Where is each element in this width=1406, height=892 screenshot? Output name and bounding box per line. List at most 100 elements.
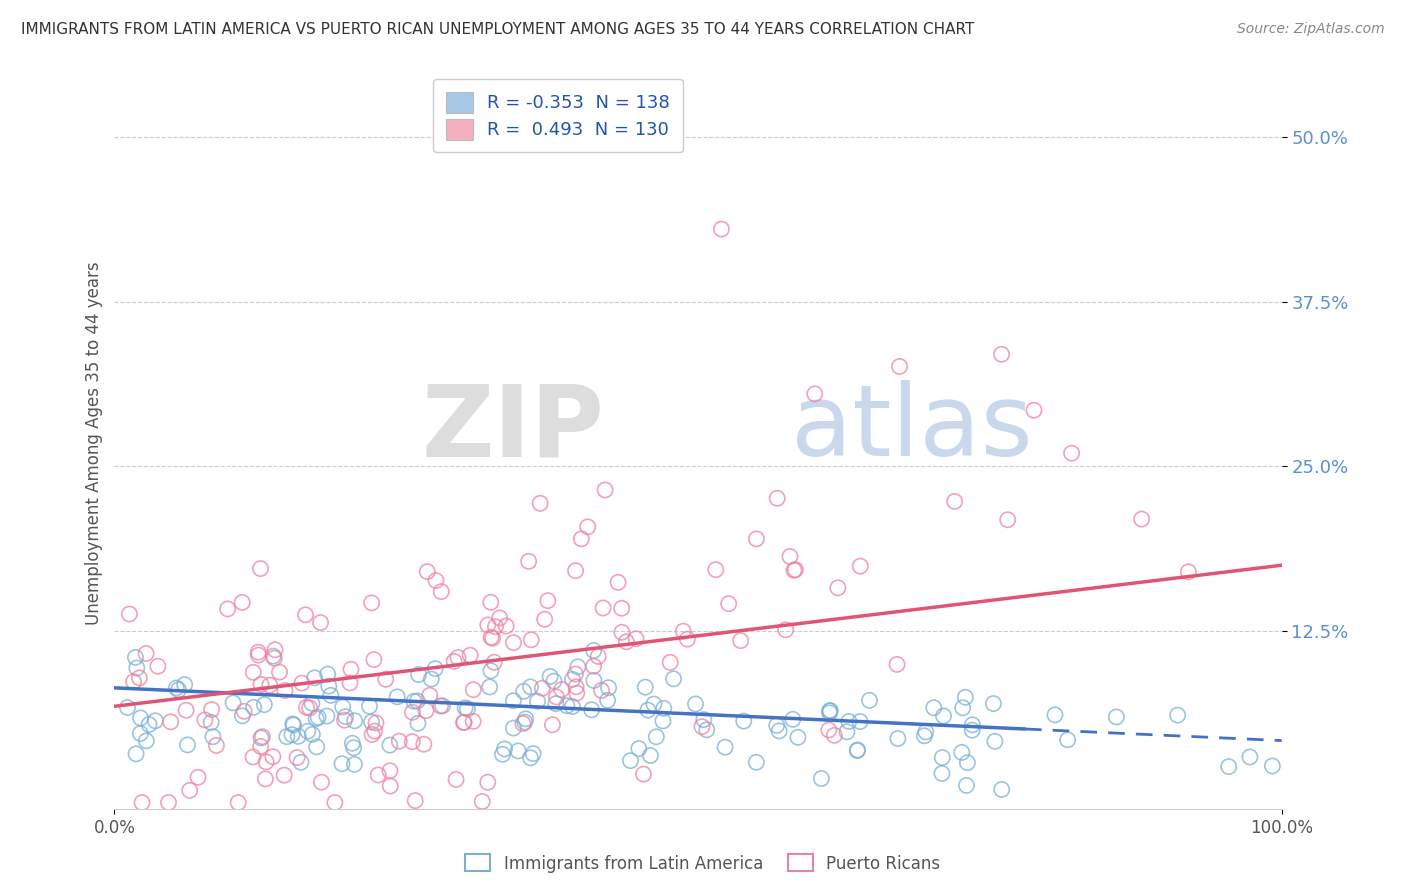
- Point: [316, 709, 339, 723]
- Point: [340, 662, 363, 676]
- Point: [488, 611, 510, 625]
- Point: [339, 676, 361, 690]
- Point: [960, 723, 983, 738]
- Point: [343, 740, 366, 755]
- Point: [887, 731, 910, 746]
- Point: [529, 496, 551, 510]
- Point: [531, 681, 554, 696]
- Point: [125, 747, 148, 761]
- Point: [374, 672, 396, 686]
- Point: [494, 742, 516, 756]
- Point: [388, 734, 411, 748]
- Point: [541, 718, 564, 732]
- Point: [330, 756, 353, 771]
- Point: [593, 483, 616, 497]
- Point: [454, 701, 477, 715]
- Point: [522, 747, 544, 761]
- Point: [564, 667, 586, 681]
- Point: [1177, 565, 1199, 579]
- Point: [135, 733, 157, 747]
- Point: [766, 491, 789, 506]
- Point: [627, 741, 650, 756]
- Point: [932, 709, 955, 723]
- Point: [512, 716, 534, 731]
- Point: [704, 563, 727, 577]
- Point: [323, 796, 346, 810]
- Point: [179, 783, 201, 797]
- Point: [332, 700, 354, 714]
- Point: [412, 737, 434, 751]
- Point: [458, 648, 481, 663]
- Point: [818, 704, 841, 718]
- Point: [309, 615, 332, 630]
- Point: [818, 704, 841, 718]
- Point: [128, 671, 150, 685]
- Point: [311, 775, 333, 789]
- Point: [298, 701, 321, 715]
- Point: [276, 730, 298, 744]
- Point: [231, 595, 253, 609]
- Point: [886, 657, 908, 672]
- Point: [502, 721, 524, 735]
- Point: [359, 699, 381, 714]
- Point: [582, 643, 605, 657]
- Point: [555, 698, 578, 713]
- Point: [912, 729, 935, 743]
- Point: [343, 757, 366, 772]
- Point: [318, 679, 340, 693]
- Point: [187, 770, 209, 784]
- Point: [301, 697, 323, 711]
- Point: [233, 704, 256, 718]
- Point: [200, 715, 222, 730]
- Point: [564, 564, 586, 578]
- Point: [889, 359, 911, 374]
- Point: [1130, 512, 1153, 526]
- Point: [591, 683, 613, 698]
- Point: [254, 755, 277, 769]
- Point: [273, 768, 295, 782]
- Point: [962, 718, 984, 732]
- Point: [598, 681, 620, 695]
- Point: [782, 712, 804, 726]
- Point: [249, 739, 271, 754]
- Point: [565, 686, 588, 700]
- Point: [205, 739, 228, 753]
- Point: [787, 731, 810, 745]
- Point: [785, 563, 807, 577]
- Point: [676, 632, 699, 647]
- Point: [582, 659, 605, 673]
- Point: [477, 775, 499, 789]
- Point: [408, 667, 430, 681]
- Point: [419, 689, 441, 703]
- Point: [943, 494, 966, 508]
- Point: [254, 772, 277, 786]
- Text: IMMIGRANTS FROM LATIN AMERICA VS PUERTO RICAN UNEMPLOYMENT AMONG AGES 35 TO 44 Y: IMMIGRANTS FROM LATIN AMERICA VS PUERTO …: [21, 22, 974, 37]
- Point: [401, 706, 423, 720]
- Point: [295, 700, 318, 714]
- Point: [456, 702, 478, 716]
- Point: [610, 601, 633, 615]
- Point: [544, 697, 567, 711]
- Point: [990, 347, 1012, 361]
- Point: [479, 595, 502, 609]
- Point: [652, 701, 675, 715]
- Point: [983, 697, 1005, 711]
- Point: [730, 633, 752, 648]
- Point: [569, 532, 592, 546]
- Point: [693, 713, 716, 727]
- Point: [846, 743, 869, 757]
- Point: [176, 738, 198, 752]
- Point: [690, 720, 713, 734]
- Y-axis label: Unemployment Among Ages 35 to 44 years: Unemployment Among Ages 35 to 44 years: [86, 261, 103, 625]
- Point: [810, 772, 832, 786]
- Point: [733, 714, 755, 728]
- Point: [849, 714, 872, 729]
- Point: [513, 715, 536, 730]
- Point: [385, 690, 408, 704]
- Text: Source: ZipAtlas.com: Source: ZipAtlas.com: [1237, 22, 1385, 37]
- Point: [463, 714, 485, 729]
- Point: [250, 677, 273, 691]
- Point: [637, 703, 659, 717]
- Point: [343, 714, 366, 728]
- Point: [173, 677, 195, 691]
